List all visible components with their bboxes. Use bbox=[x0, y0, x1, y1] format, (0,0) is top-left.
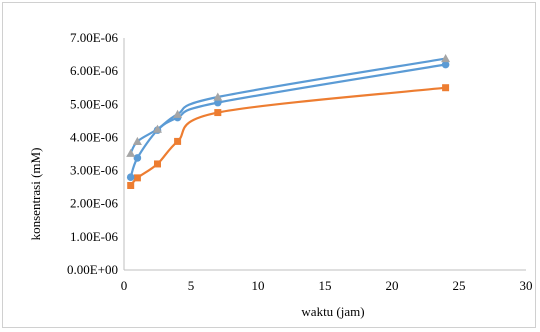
data-point-series-1 bbox=[133, 174, 141, 182]
data-point-series-1 bbox=[127, 181, 135, 189]
data-point-series-3 bbox=[132, 136, 142, 146]
data-point-series-2 bbox=[133, 154, 142, 162]
series-line-1 bbox=[129, 86, 446, 187]
data-point-series-3 bbox=[441, 54, 451, 63]
x-tick-label: 25 bbox=[453, 278, 466, 293]
data-point-series-2 bbox=[126, 173, 135, 181]
data-point-series-1 bbox=[154, 160, 161, 168]
data-point-series-3 bbox=[173, 109, 183, 118]
x-axis-title: waktu (jam) bbox=[301, 304, 364, 319]
y-tick-labels: 0.00E+00 1.00E-06 2.00E-06 3.00E-06 4.00E-06… bbox=[67, 30, 119, 277]
data-point-series-3 bbox=[126, 148, 136, 157]
series-lines bbox=[129, 57, 446, 187]
x-tick-label: 10 bbox=[252, 278, 265, 293]
chart-frame bbox=[2, 2, 536, 328]
y-axis-title: konsentrasi (mM) bbox=[28, 148, 43, 241]
y-tick-label: 0.00E+00 bbox=[67, 262, 118, 277]
y-tick-label: 5.00E-06 bbox=[70, 96, 119, 111]
x-tick-label: 15 bbox=[319, 278, 332, 293]
data-point-series-1 bbox=[214, 109, 222, 117]
x-tick-labels: 0 5 10 15 20 25 30 bbox=[121, 278, 533, 293]
axes bbox=[123, 38, 526, 271]
x-tick-label: 5 bbox=[188, 278, 195, 293]
x-tick-label: 20 bbox=[386, 278, 399, 293]
y-tick-label: 6.00E-06 bbox=[70, 63, 119, 78]
y-tick-label: 2.00E-06 bbox=[70, 196, 119, 211]
data-point-series-2 bbox=[214, 98, 222, 107]
data-point-series-3 bbox=[213, 92, 223, 101]
data-point-series-1 bbox=[174, 137, 182, 145]
data-point-series-2 bbox=[441, 60, 450, 69]
y-tick-label: 4.00E-06 bbox=[70, 129, 119, 144]
x-tick-label: 0 bbox=[121, 278, 128, 293]
x-tick-label: 30 bbox=[520, 278, 533, 293]
y-tick-label: 7.00E-06 bbox=[70, 30, 119, 45]
series-markers bbox=[126, 54, 451, 189]
y-tick-label: 1.00E-06 bbox=[70, 229, 119, 244]
y-tick-label: 3.00E-06 bbox=[70, 163, 119, 178]
data-point-series-3 bbox=[153, 124, 162, 133]
data-point-series-1 bbox=[442, 84, 450, 92]
